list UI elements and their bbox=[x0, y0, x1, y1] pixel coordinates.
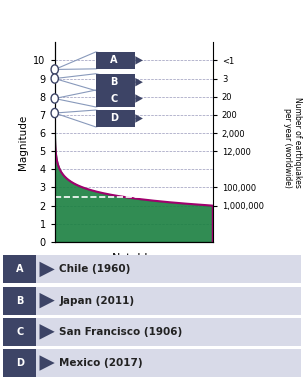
Text: Chile (1960): Chile (1960) bbox=[59, 265, 131, 275]
Text: D: D bbox=[16, 358, 24, 368]
Text: San Francisco (1906): San Francisco (1906) bbox=[59, 327, 182, 337]
Text: B: B bbox=[16, 296, 23, 306]
Text: C: C bbox=[110, 94, 118, 104]
X-axis label: Notable
earthquakes: Notable earthquakes bbox=[99, 253, 169, 275]
Text: A: A bbox=[110, 55, 118, 65]
Text: Number of earthquakes
per year (worldwide): Number of earthquakes per year (worldwid… bbox=[283, 97, 302, 187]
Text: Mexico (2017): Mexico (2017) bbox=[59, 358, 143, 368]
Text: B: B bbox=[110, 77, 118, 87]
Y-axis label: Magnitude: Magnitude bbox=[18, 114, 28, 170]
Text: Japan (2011): Japan (2011) bbox=[59, 296, 134, 306]
Text: C: C bbox=[16, 327, 23, 337]
Text: A: A bbox=[16, 265, 23, 275]
Text: D: D bbox=[110, 114, 118, 124]
